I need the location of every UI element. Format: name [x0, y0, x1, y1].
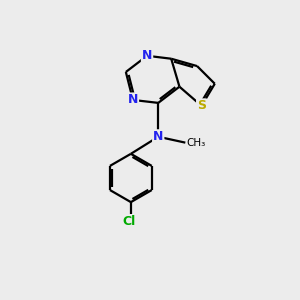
Text: CH₃: CH₃ [187, 138, 206, 148]
Text: Cl: Cl [123, 215, 136, 228]
Text: N: N [128, 93, 138, 106]
Text: S: S [197, 99, 206, 112]
Text: N: N [142, 49, 152, 62]
Text: N: N [153, 130, 164, 143]
